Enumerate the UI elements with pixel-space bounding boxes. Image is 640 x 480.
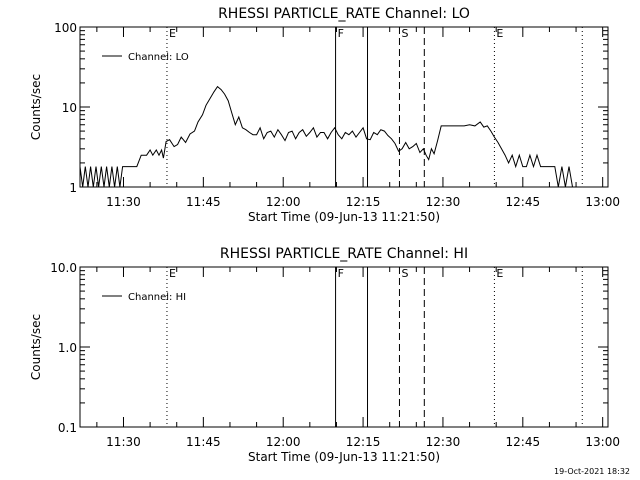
x-tick-label: 12:15 [346,195,381,209]
x-tick-label: 12:45 [506,435,541,449]
legend-entry: Channel: LO [128,52,189,63]
y-tick-label: 10.0 [50,261,77,275]
x-tick-label: 12:00 [266,435,301,449]
x-tick-label: 12:30 [426,195,461,209]
panel-hi: RHESSI PARTICLE_RATE Channel: HI Counts/s… [29,246,620,464]
event-marker-label: F [338,267,344,280]
plot-frame [79,26,609,188]
y-tick-label: 1.0 [58,341,77,355]
timestamp-footer: 19-Oct-2021 18:32 [554,467,630,476]
series-line-lo [79,85,580,188]
x-tick-label: 13:00 [585,435,620,449]
x-tick-label: 11:30 [106,435,141,449]
event-marker-label: S [401,27,408,40]
y-tick-label: 0.1 [58,421,77,435]
x-axis-label: Start Time (09-Jun-13 11:21:50) [248,450,440,464]
y-tick-label: 10 [62,101,77,115]
x-tick-label: 12:15 [346,435,381,449]
y-tick-label: 100 [54,21,77,35]
x-tick-label: 13:00 [585,195,620,209]
x-tick-label: 12:45 [506,195,541,209]
event-marker-label: S [401,267,408,280]
y-axis-label: Counts/sec [29,314,43,380]
plot-frame [79,266,609,428]
event-marker-label: E [169,27,176,40]
panel-lo: RHESSI PARTICLE_RATE Channel: LO Counts/s… [29,6,620,224]
x-tick-label: 12:30 [426,435,461,449]
event-marker-label: E [496,27,503,40]
y-tick-label: 1 [69,181,77,195]
event-marker-label: F [338,27,344,40]
x-tick-label: 11:30 [106,195,141,209]
chart-title: RHESSI PARTICLE_RATE Channel: LO [218,6,470,22]
event-marker-label: E [169,267,176,280]
chart-title: RHESSI PARTICLE_RATE Channel: HI [220,246,468,262]
y-axis-label: Counts/sec [29,74,43,140]
legend-entry: Channel: HI [128,292,186,303]
event-marker-label: E [496,267,503,280]
x-axis-label: Start Time (09-Jun-13 11:21:50) [248,210,440,224]
x-tick-label: 11:45 [186,195,221,209]
x-tick-label: 11:45 [186,435,221,449]
x-tick-label: 12:00 [266,195,301,209]
